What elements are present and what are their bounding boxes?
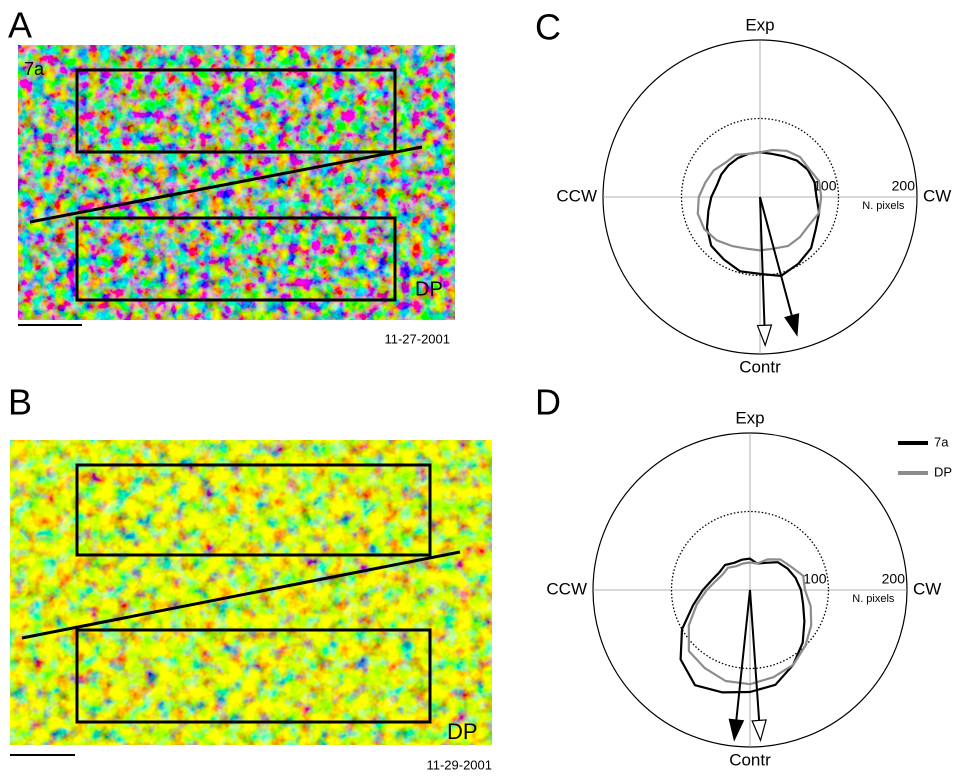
- arrow-shaft: [760, 197, 764, 325]
- mean-arrow: [757, 197, 771, 345]
- r-tick-label: 200: [892, 178, 916, 194]
- mean-arrow: [760, 197, 799, 335]
- r-tick-label: 100: [803, 571, 827, 587]
- page: A 7a DP 11-27-2001 B DP 11-29-2001 C D 1…: [0, 0, 964, 778]
- mean-arrow: [750, 590, 766, 740]
- arrow-head: [729, 719, 743, 740]
- direction-label: CW: [923, 186, 951, 205]
- legend-label: 7a: [934, 434, 949, 449]
- mean-arrow: [729, 590, 750, 740]
- panel-letter: C: [535, 7, 561, 48]
- arrow-shaft: [760, 197, 792, 316]
- panel-letter: A: [8, 5, 32, 46]
- direction-label: CCW: [546, 579, 587, 598]
- legend-label: DP: [934, 464, 952, 479]
- direction-label: CCW: [556, 186, 597, 205]
- date: 11-27-2001: [384, 331, 450, 346]
- panel-letter: D: [535, 382, 561, 423]
- r-tick-label: 200: [882, 571, 906, 587]
- arrow-head: [752, 720, 766, 740]
- arrow-head: [785, 314, 799, 335]
- direction-label: Contr: [739, 357, 781, 376]
- direction-label: Exp: [735, 408, 764, 427]
- direction-label: Contr: [729, 750, 771, 769]
- r-axis-label: N. pixels: [862, 200, 905, 212]
- panel-letter: B: [8, 382, 32, 423]
- area-label: 7a: [24, 59, 45, 79]
- radial-trace: [681, 559, 805, 693]
- roi-label: DP: [415, 278, 443, 300]
- direction-label: CW: [913, 579, 941, 598]
- r-axis-label: N. pixels: [852, 593, 895, 605]
- arrow-shaft: [736, 590, 750, 720]
- arrow-shaft: [750, 590, 759, 720]
- direction-label: Exp: [745, 15, 774, 34]
- arrow-head: [757, 325, 771, 345]
- date: 11-29-2001: [426, 757, 492, 772]
- figure: A 7a DP 11-27-2001 B DP 11-29-2001 C D 1…: [0, 0, 964, 773]
- roi-label: DP: [447, 719, 478, 744]
